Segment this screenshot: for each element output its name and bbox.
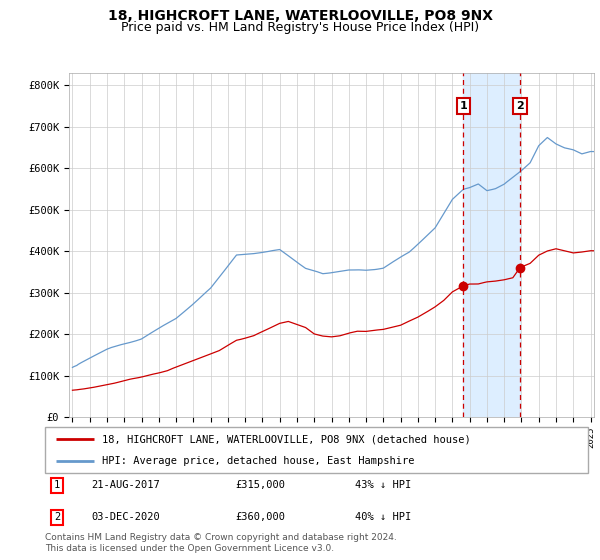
Text: 40% ↓ HPI: 40% ↓ HPI [355,512,411,522]
Text: £360,000: £360,000 [235,512,285,522]
Text: £315,000: £315,000 [235,480,285,491]
Text: Contains HM Land Registry data © Crown copyright and database right 2024.
This d: Contains HM Land Registry data © Crown c… [45,533,397,553]
Text: 18, HIGHCROFT LANE, WATERLOOVILLE, PO8 9NX: 18, HIGHCROFT LANE, WATERLOOVILLE, PO8 9… [107,9,493,23]
Text: HPI: Average price, detached house, East Hampshire: HPI: Average price, detached house, East… [102,456,415,466]
Text: 2: 2 [516,101,524,111]
Text: 03-DEC-2020: 03-DEC-2020 [91,512,160,522]
Text: 43% ↓ HPI: 43% ↓ HPI [355,480,411,491]
FancyBboxPatch shape [45,427,588,473]
Text: 2: 2 [54,512,60,522]
Text: 1: 1 [54,480,60,491]
Text: 18, HIGHCROFT LANE, WATERLOOVILLE, PO8 9NX (detached house): 18, HIGHCROFT LANE, WATERLOOVILLE, PO8 9… [102,434,471,444]
Text: Price paid vs. HM Land Registry's House Price Index (HPI): Price paid vs. HM Land Registry's House … [121,21,479,34]
Bar [463,73,520,417]
Text: 21-AUG-2017: 21-AUG-2017 [91,480,160,491]
Text: 1: 1 [460,101,467,111]
